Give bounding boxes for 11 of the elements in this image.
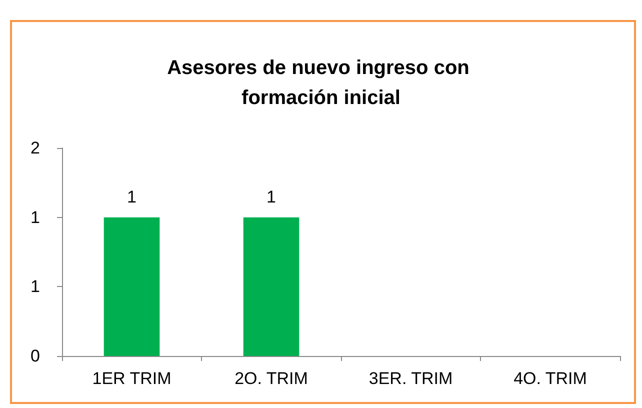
data-label: 1 xyxy=(127,187,136,206)
chart-title: Asesores de nuevo ingreso con formación inicial xyxy=(167,57,475,109)
x-tick-label: 4O. TRIM xyxy=(514,369,587,388)
data-label: 1 xyxy=(266,187,276,206)
x-tick-label: 2O. TRIM xyxy=(234,369,308,388)
y-tick-label: 1 xyxy=(30,208,40,227)
x-tick-label: 1ER TRIM xyxy=(92,369,172,388)
y-tick-label: 0 xyxy=(30,346,40,366)
x-tick-label: 3ER. TRIM xyxy=(368,369,453,388)
y-tick-label: 1 xyxy=(30,277,40,296)
y-tick-label: 2 xyxy=(30,138,40,158)
